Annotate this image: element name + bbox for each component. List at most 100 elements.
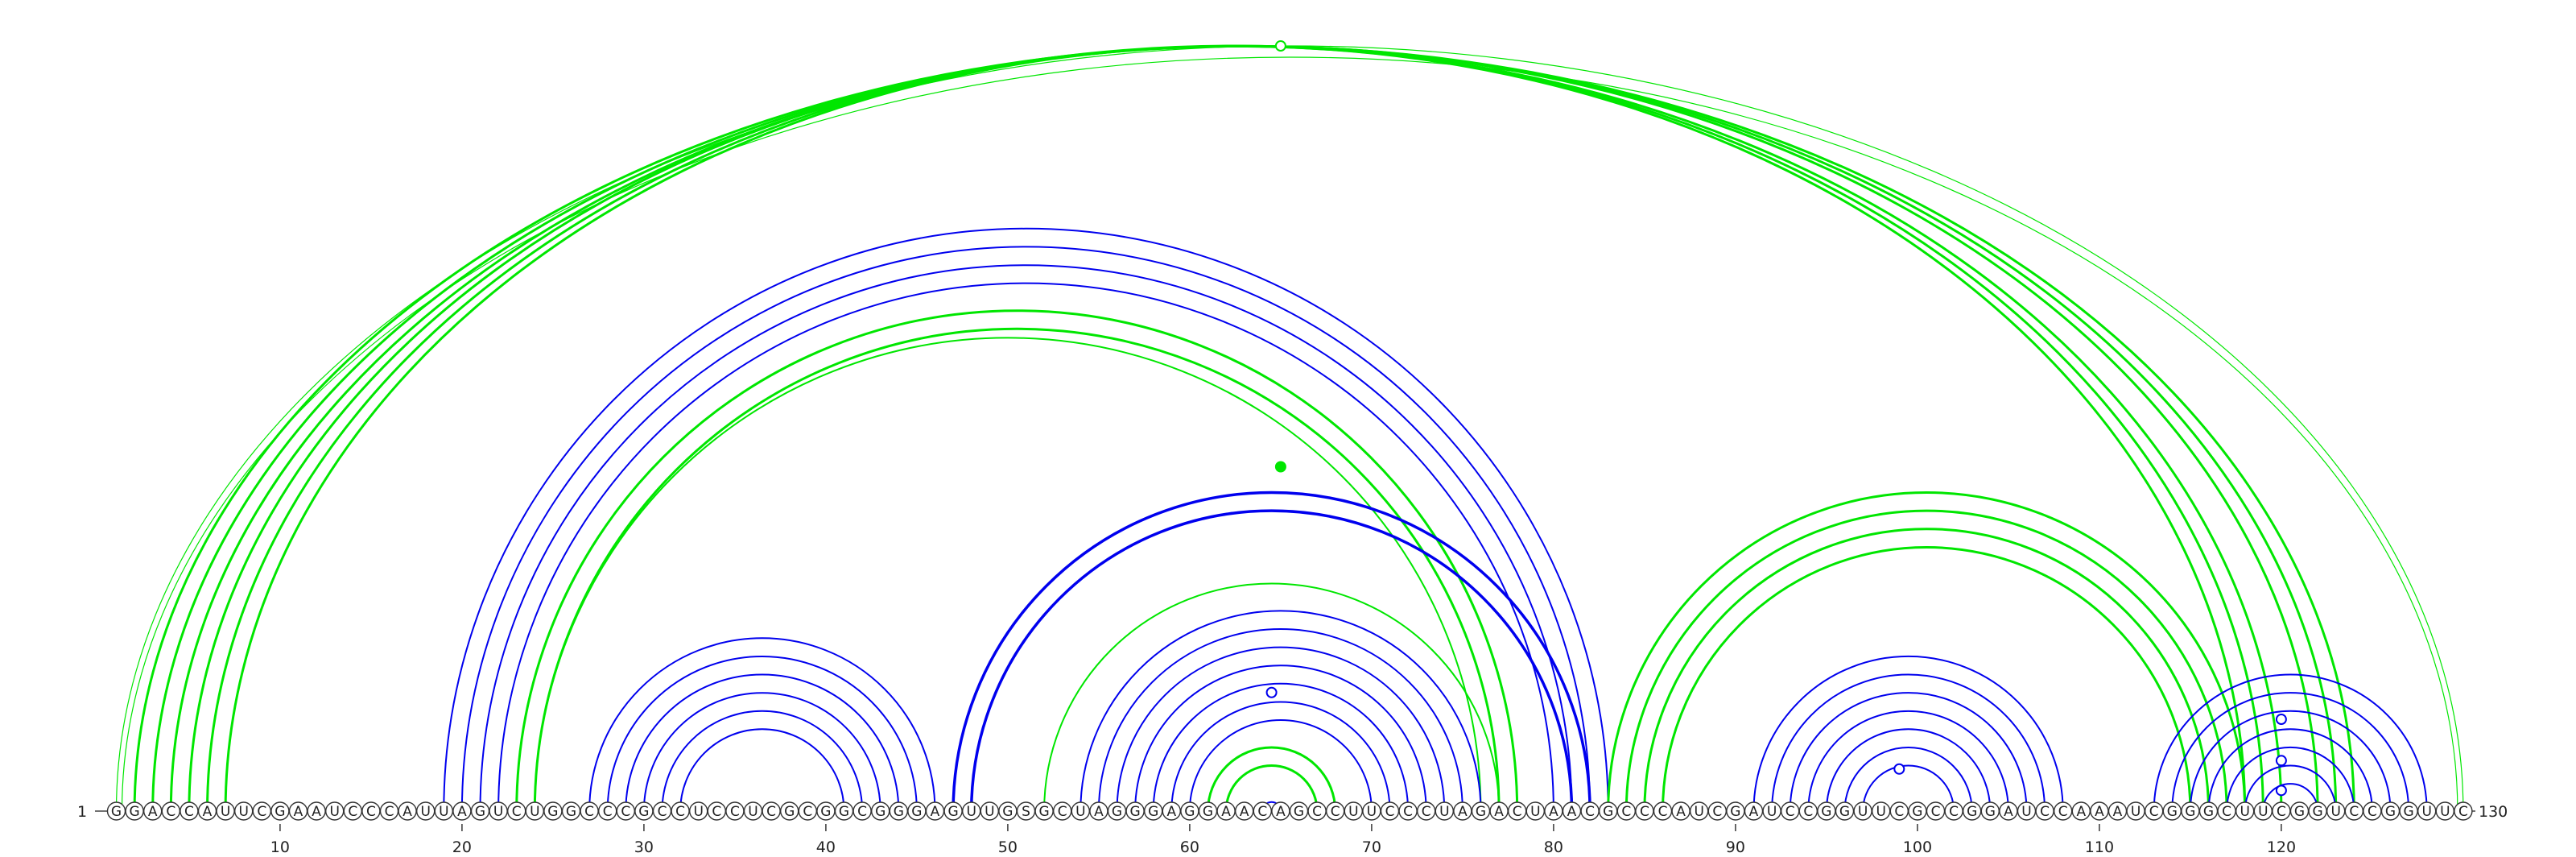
nucleotide-letter: A bbox=[1240, 804, 1249, 820]
base-pair-arc bbox=[661, 710, 864, 812]
nucleotide: A bbox=[1544, 801, 1563, 821]
nucleotide: C bbox=[1798, 801, 1818, 821]
base-pair-arc bbox=[1116, 646, 1446, 812]
nucleotide-letter: U bbox=[530, 804, 539, 820]
nucleotide: G bbox=[2162, 801, 2182, 821]
nucleotide-letter: A bbox=[1458, 804, 1468, 820]
nucleotide-letter: C bbox=[166, 804, 175, 820]
base-pair-arc bbox=[1662, 545, 2192, 812]
base-pair-arc bbox=[1152, 682, 1410, 812]
nucleotide: U bbox=[2235, 801, 2255, 821]
nucleotide-letter: G bbox=[275, 804, 285, 820]
nucleotide: U bbox=[743, 801, 763, 821]
axis-tick-label: 100 bbox=[1903, 838, 1932, 856]
nucleotide: C bbox=[507, 801, 526, 821]
nucleotide: G bbox=[1471, 801, 1491, 821]
nucleotide: G bbox=[1962, 801, 1982, 821]
nucleotide-letter: U bbox=[221, 804, 230, 820]
nucleotide-letter: A bbox=[1549, 804, 1558, 820]
base-pair-arc bbox=[1224, 764, 1319, 812]
sequence-start-label: 1 bbox=[77, 803, 87, 821]
nucleotide-letter: A bbox=[148, 804, 158, 820]
nucleotide: U bbox=[489, 801, 508, 821]
nucleotide: A bbox=[1162, 801, 1182, 821]
nucleotide-letter: C bbox=[712, 804, 721, 820]
base-pair-arc bbox=[121, 56, 2458, 812]
nucleotide-letter: G bbox=[1203, 804, 1213, 820]
base-pair-arc bbox=[1752, 655, 2064, 812]
nucleotide-letter: U bbox=[2021, 804, 2031, 820]
nucleotide: A bbox=[1453, 801, 1472, 821]
nucleotide-letter: U bbox=[1367, 804, 1377, 820]
base-pair-arc bbox=[679, 728, 845, 812]
nucleotide: C bbox=[1889, 801, 1909, 821]
base-pair-arc bbox=[1771, 673, 2046, 812]
nucleotide-letter: G bbox=[1985, 804, 1996, 820]
nucleotide-letter: C bbox=[1513, 804, 1522, 820]
nucleotide-letter: U bbox=[693, 804, 703, 820]
base-pair-arc bbox=[1188, 719, 1373, 812]
base-pair-arc bbox=[588, 637, 936, 812]
nucleotide: G bbox=[1125, 801, 1145, 821]
nucleotide: A bbox=[307, 801, 326, 821]
nucleotide: C bbox=[2344, 801, 2364, 821]
nucleotide: C bbox=[707, 801, 726, 821]
nucleotide: C bbox=[161, 801, 181, 821]
nucleotide-letter: G bbox=[547, 804, 558, 820]
nucleotide-letter: A bbox=[2113, 804, 2123, 820]
nucleotide-letter: G bbox=[2313, 804, 2323, 820]
nucleotide-letter: A bbox=[2004, 804, 2013, 820]
nucleotide: G bbox=[1598, 801, 1618, 821]
nucleotide: C bbox=[798, 801, 817, 821]
nucleotide-letter: U bbox=[1439, 804, 1449, 820]
nucleotide-letter: U bbox=[2421, 804, 2431, 820]
base-pair-arc bbox=[533, 327, 1501, 812]
nucleotide-letter: G bbox=[111, 804, 122, 820]
nucleotide: U bbox=[2253, 801, 2273, 821]
nucleotide-letter: G bbox=[130, 804, 140, 820]
nucleotide: C bbox=[671, 801, 690, 821]
nucleotide: C bbox=[2217, 801, 2236, 821]
nucleotide: C bbox=[343, 801, 362, 821]
nucleotide-letter: G bbox=[2203, 804, 2214, 820]
nucleotide: G bbox=[470, 801, 490, 821]
nucleotide-letter: G bbox=[566, 804, 576, 820]
nucleotide: G bbox=[1198, 801, 1218, 821]
base-pair-arc bbox=[1134, 664, 1427, 812]
base-pair-arc bbox=[115, 45, 2464, 812]
nucleotide: G bbox=[834, 801, 854, 821]
nucleotide-letter: G bbox=[2404, 804, 2414, 820]
base-pair-arc bbox=[1043, 582, 1501, 812]
nucleotide-letter: G bbox=[2294, 804, 2305, 820]
nucleotide-letter: G bbox=[875, 804, 886, 820]
nucleotide: C bbox=[2144, 801, 2164, 821]
nucleotide: S bbox=[1016, 801, 1036, 821]
nucleotide: C bbox=[1653, 801, 1673, 821]
nucleotide: U bbox=[689, 801, 708, 821]
nucleotide: G bbox=[1908, 801, 1927, 821]
nucleotide-letter: G bbox=[1839, 804, 1850, 820]
nucleotide-letter: C bbox=[1949, 804, 1959, 820]
nucleotide-letter: C bbox=[766, 804, 776, 820]
nucleotide-letter: C bbox=[1422, 804, 1431, 820]
nucleotide: C bbox=[1307, 801, 1327, 821]
nucleotide-letter: C bbox=[1312, 804, 1322, 820]
nucleotide-letter: A bbox=[203, 804, 213, 820]
nucleotide: U bbox=[1689, 801, 1709, 821]
nucleotide-letter: A bbox=[1166, 804, 1176, 820]
nucleotide-letter: U bbox=[1348, 804, 1358, 820]
nucleotide: C bbox=[1052, 801, 1072, 821]
nucleotide: C bbox=[2454, 801, 2473, 821]
nucleotide-letter: G bbox=[839, 804, 849, 820]
pair-marker bbox=[1274, 40, 1286, 52]
nucleotide-letter: A bbox=[1221, 804, 1231, 820]
nucleotide-letter: A bbox=[1094, 804, 1104, 820]
nucleotide: A bbox=[1999, 801, 2018, 821]
nucleotide-letter: G bbox=[1002, 804, 1013, 820]
nucleotide-letter: U bbox=[420, 804, 430, 820]
nucleotide: G bbox=[2289, 801, 2310, 821]
nucleotide-letter: U bbox=[439, 804, 448, 820]
nucleotide-letter: G bbox=[2167, 804, 2178, 820]
